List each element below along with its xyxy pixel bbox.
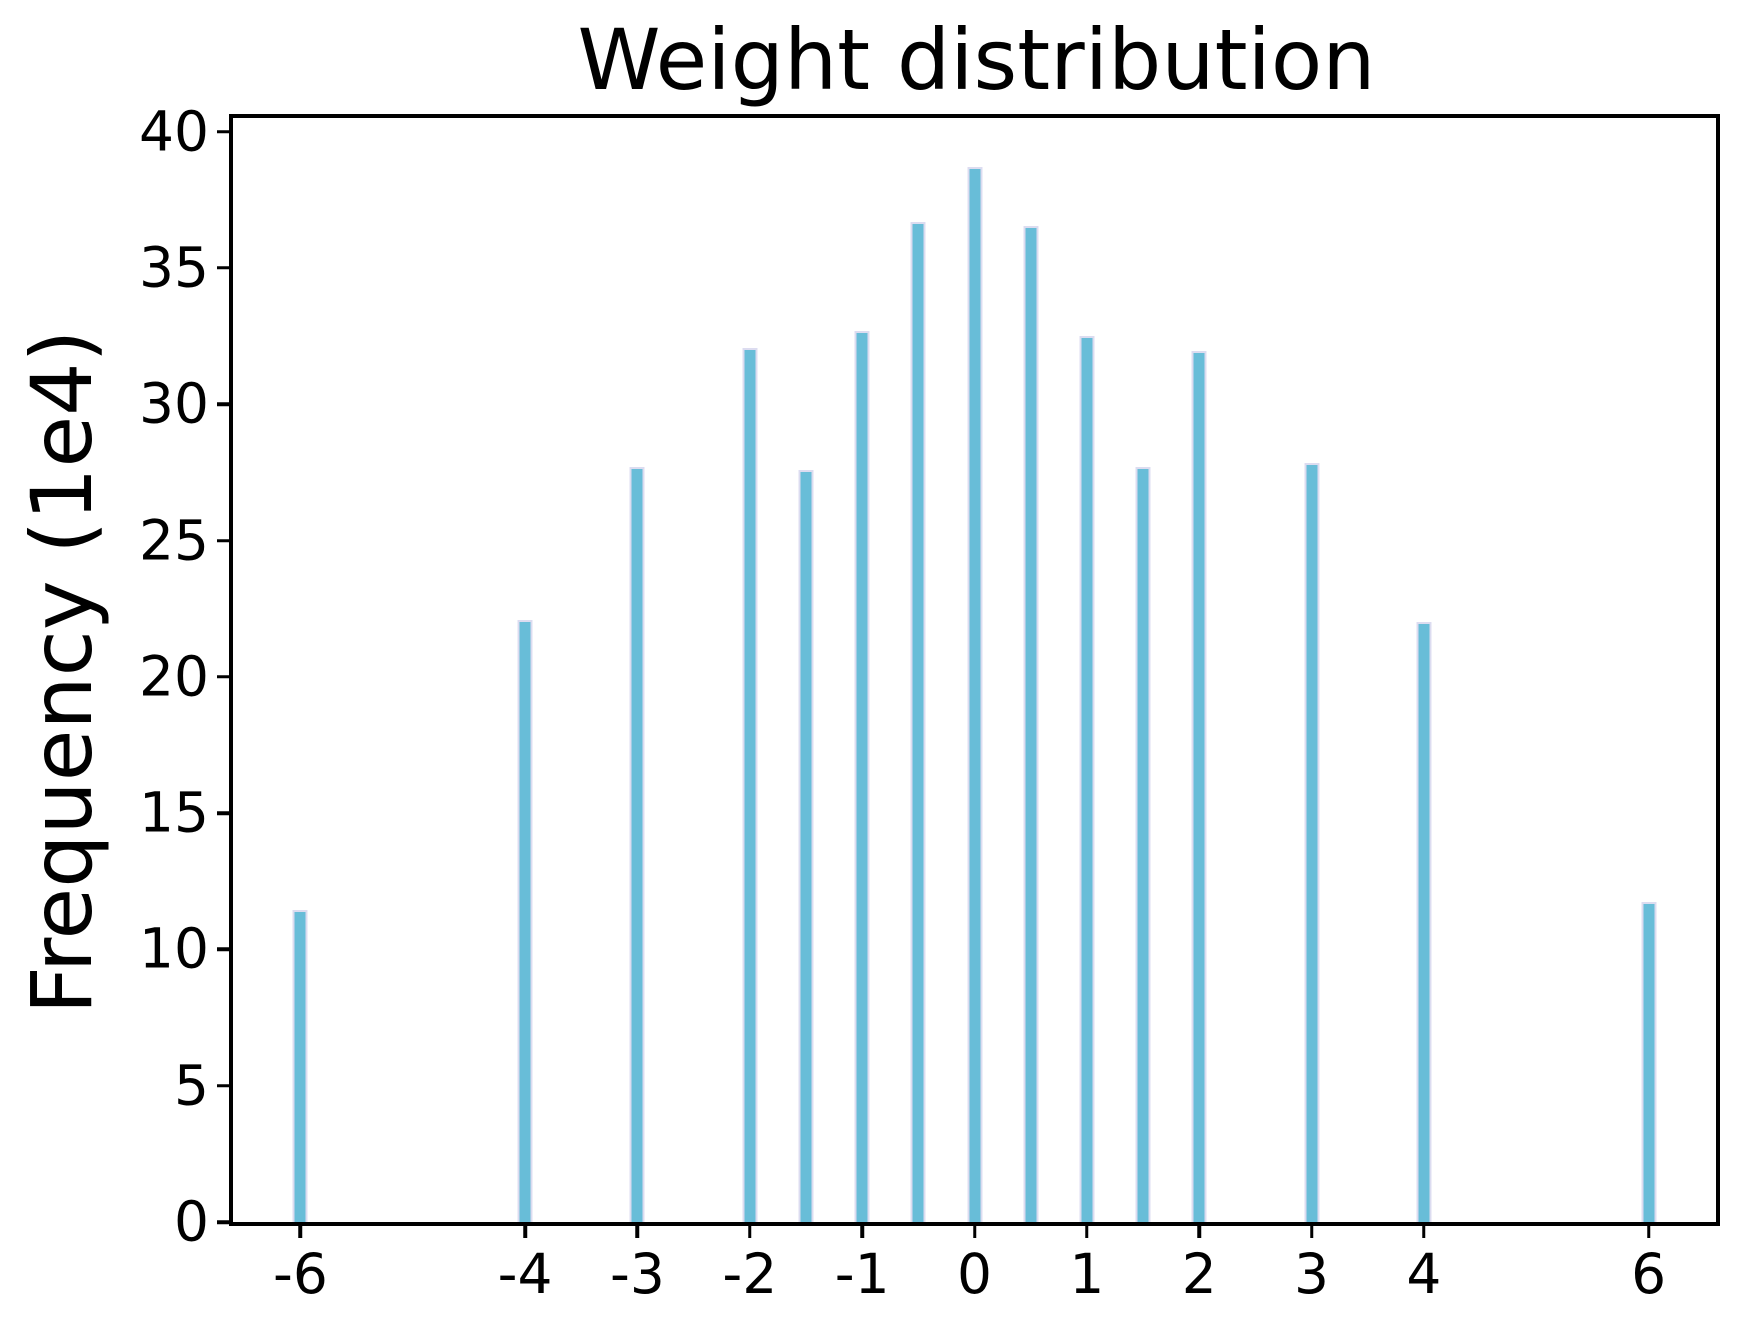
y-tick xyxy=(217,266,229,270)
x-tick xyxy=(1646,1226,1651,1238)
x-tick-label: 6 xyxy=(1631,1242,1667,1306)
x-tick xyxy=(298,1226,303,1238)
x-tick-label: -3 xyxy=(610,1242,665,1306)
y-tick-label: 20 xyxy=(139,644,209,709)
bar xyxy=(1191,351,1207,1222)
x-tick xyxy=(748,1226,752,1238)
y-tick-label: 25 xyxy=(139,508,209,573)
x-tick xyxy=(523,1226,527,1238)
x-tick-label: 1 xyxy=(1069,1242,1105,1306)
bar xyxy=(742,348,758,1222)
y-tick xyxy=(217,811,229,815)
y-tick-label: 15 xyxy=(139,780,209,845)
x-tick-label: -2 xyxy=(722,1242,778,1306)
x-tick xyxy=(1197,1226,1201,1238)
x-tick-label: 2 xyxy=(1181,1242,1217,1306)
x-tick xyxy=(1309,1226,1314,1238)
x-tick-label: 3 xyxy=(1294,1242,1330,1306)
bar xyxy=(517,619,533,1222)
bar xyxy=(1135,466,1151,1222)
bar xyxy=(798,469,814,1222)
x-tick xyxy=(972,1226,977,1238)
y-axis-label: Frequency (1e4) xyxy=(13,329,111,1015)
bar xyxy=(1641,901,1657,1222)
bar xyxy=(854,330,870,1222)
y-tick-label: 30 xyxy=(139,371,209,436)
x-tick xyxy=(1085,1226,1089,1238)
y-tick-label: 5 xyxy=(174,1053,209,1118)
x-tick-label: 0 xyxy=(957,1242,992,1306)
bar xyxy=(1304,462,1320,1222)
y-tick xyxy=(217,675,229,679)
bar xyxy=(910,221,926,1222)
bar xyxy=(1416,622,1432,1222)
bar xyxy=(292,909,308,1222)
plot-area: -6 -4 -3 -2 -1 0 1 2 3 4 6 0 5 10 15 20 25 30 35 40 xyxy=(139,104,1720,1304)
y-tick xyxy=(217,538,229,543)
x-tick-label: -1 xyxy=(834,1242,890,1306)
y-tick-label: 0 xyxy=(174,1189,209,1254)
bar xyxy=(629,466,645,1222)
bar xyxy=(1079,336,1095,1222)
chart-title: Weight distribution xyxy=(577,11,1376,109)
x-tick-label: -6 xyxy=(272,1242,328,1306)
x-tick xyxy=(860,1226,864,1238)
y-tick xyxy=(217,1083,229,1088)
y-tick-label: 35 xyxy=(139,235,209,300)
y-tick xyxy=(217,947,229,952)
y-tick xyxy=(217,129,229,134)
x-tick-label: -4 xyxy=(497,1242,553,1306)
x-tick xyxy=(635,1226,640,1238)
bar xyxy=(967,167,982,1222)
y-tick xyxy=(217,402,229,406)
x-tick-label: 4 xyxy=(1406,1242,1442,1306)
y-tick xyxy=(217,1220,229,1224)
y-tick-label: 10 xyxy=(139,916,209,981)
y-tick-label: 40 xyxy=(139,99,209,164)
bar xyxy=(1023,225,1039,1222)
x-tick xyxy=(1422,1226,1426,1238)
